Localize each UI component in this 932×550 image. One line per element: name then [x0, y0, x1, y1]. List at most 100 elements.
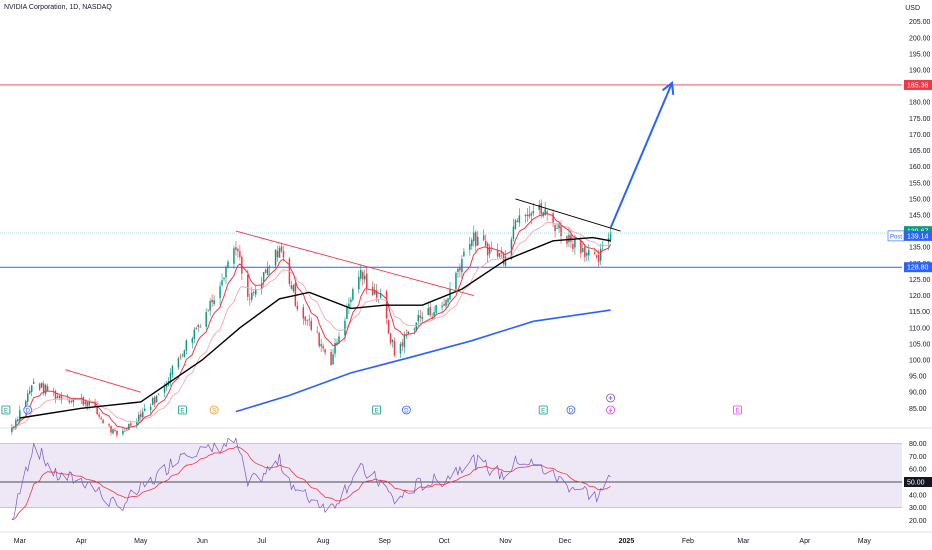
candle [225, 267, 227, 278]
event-marker-label: D [404, 408, 409, 414]
candle [68, 400, 71, 403]
candle [595, 255, 598, 258]
rsi-value-bg [904, 477, 932, 487]
candle [568, 234, 570, 243]
candle [199, 326, 201, 328]
candle [253, 292, 255, 294]
candle [183, 350, 186, 357]
earnings-icon [1, 405, 11, 415]
candle [38, 383, 41, 390]
time-axis-label: Sep [378, 538, 391, 545]
candle [475, 231, 477, 247]
earnings-icon [733, 405, 742, 415]
price-tick-label: 100.00 [909, 358, 931, 365]
candle [435, 305, 437, 313]
candle [294, 283, 297, 306]
time-axis-label: Mar [737, 538, 750, 545]
candle [405, 335, 408, 337]
candle [46, 386, 49, 392]
candle [82, 397, 85, 405]
time-axis-label: May [134, 538, 148, 545]
candle [457, 268, 459, 272]
candle [572, 244, 574, 249]
candle [528, 214, 531, 217]
event-marker-e: E [538, 405, 548, 415]
candle [560, 226, 562, 237]
candle [274, 249, 277, 266]
candle [324, 349, 326, 353]
candle [348, 303, 350, 309]
candle [344, 320, 346, 336]
time-axis-label: Jun [197, 538, 208, 545]
candle [570, 234, 572, 242]
candle [254, 289, 257, 295]
candle [110, 425, 112, 433]
candle [143, 408, 146, 412]
candle [498, 253, 501, 257]
candle [94, 401, 96, 407]
candle [153, 397, 156, 404]
candle [334, 343, 336, 354]
candle [223, 277, 225, 280]
earnings-icon [177, 405, 187, 415]
candle [264, 269, 267, 273]
candle [455, 272, 457, 290]
candle [510, 239, 513, 260]
candle [276, 250, 279, 258]
candle [518, 215, 521, 223]
event-marker-label: D [569, 408, 574, 414]
candle [58, 395, 61, 398]
candle [336, 342, 338, 345]
candle [262, 272, 265, 282]
candle [151, 398, 154, 405]
rsi-tick-label: 20.00 [909, 518, 927, 525]
candle [471, 239, 473, 246]
candle [330, 351, 332, 365]
rsi-value-label: 50.00 [907, 480, 925, 487]
event-marker-label: E [735, 408, 739, 414]
time-axis-label: Dec [559, 538, 572, 545]
candle [213, 300, 215, 305]
candle [538, 204, 540, 210]
candle [96, 405, 98, 415]
event-marker-label: E [4, 408, 8, 414]
plus-glyph [608, 396, 613, 400]
candle [209, 301, 211, 311]
candle [157, 393, 160, 395]
price-tick-label: 195.00 [909, 51, 931, 58]
post-price-label: 139.14 [907, 233, 929, 240]
dividend-icon [23, 405, 33, 415]
candle [44, 384, 47, 394]
candle [30, 385, 33, 393]
candle [308, 319, 311, 321]
candle [346, 306, 348, 319]
candle [399, 344, 402, 354]
time-axis-label: 2025 [619, 538, 635, 545]
candle [128, 423, 130, 430]
candle [114, 430, 116, 432]
ema-fast-line [11, 212, 612, 430]
currency-label: USD [905, 5, 920, 12]
projection-arrow [609, 82, 673, 229]
arrow-head [662, 80, 675, 95]
price-tick-label: 160.00 [909, 164, 931, 171]
candle [177, 358, 180, 368]
candle [130, 423, 132, 426]
time-axis-label: Mar [14, 538, 27, 545]
candle [260, 283, 263, 290]
candle [233, 248, 235, 264]
price-tick-label: 120.00 [909, 293, 931, 300]
candle [126, 429, 128, 431]
candle [112, 429, 114, 434]
post-tag-bg [887, 230, 905, 242]
candles-layer [11, 199, 612, 438]
candle [352, 289, 354, 300]
event-marker-label: E [375, 408, 379, 414]
price-tick-label: 95.00 [909, 374, 927, 381]
candle [316, 331, 318, 333]
candle [219, 286, 221, 299]
trend-line [65, 369, 141, 393]
candle [56, 396, 59, 399]
candle [477, 236, 479, 246]
